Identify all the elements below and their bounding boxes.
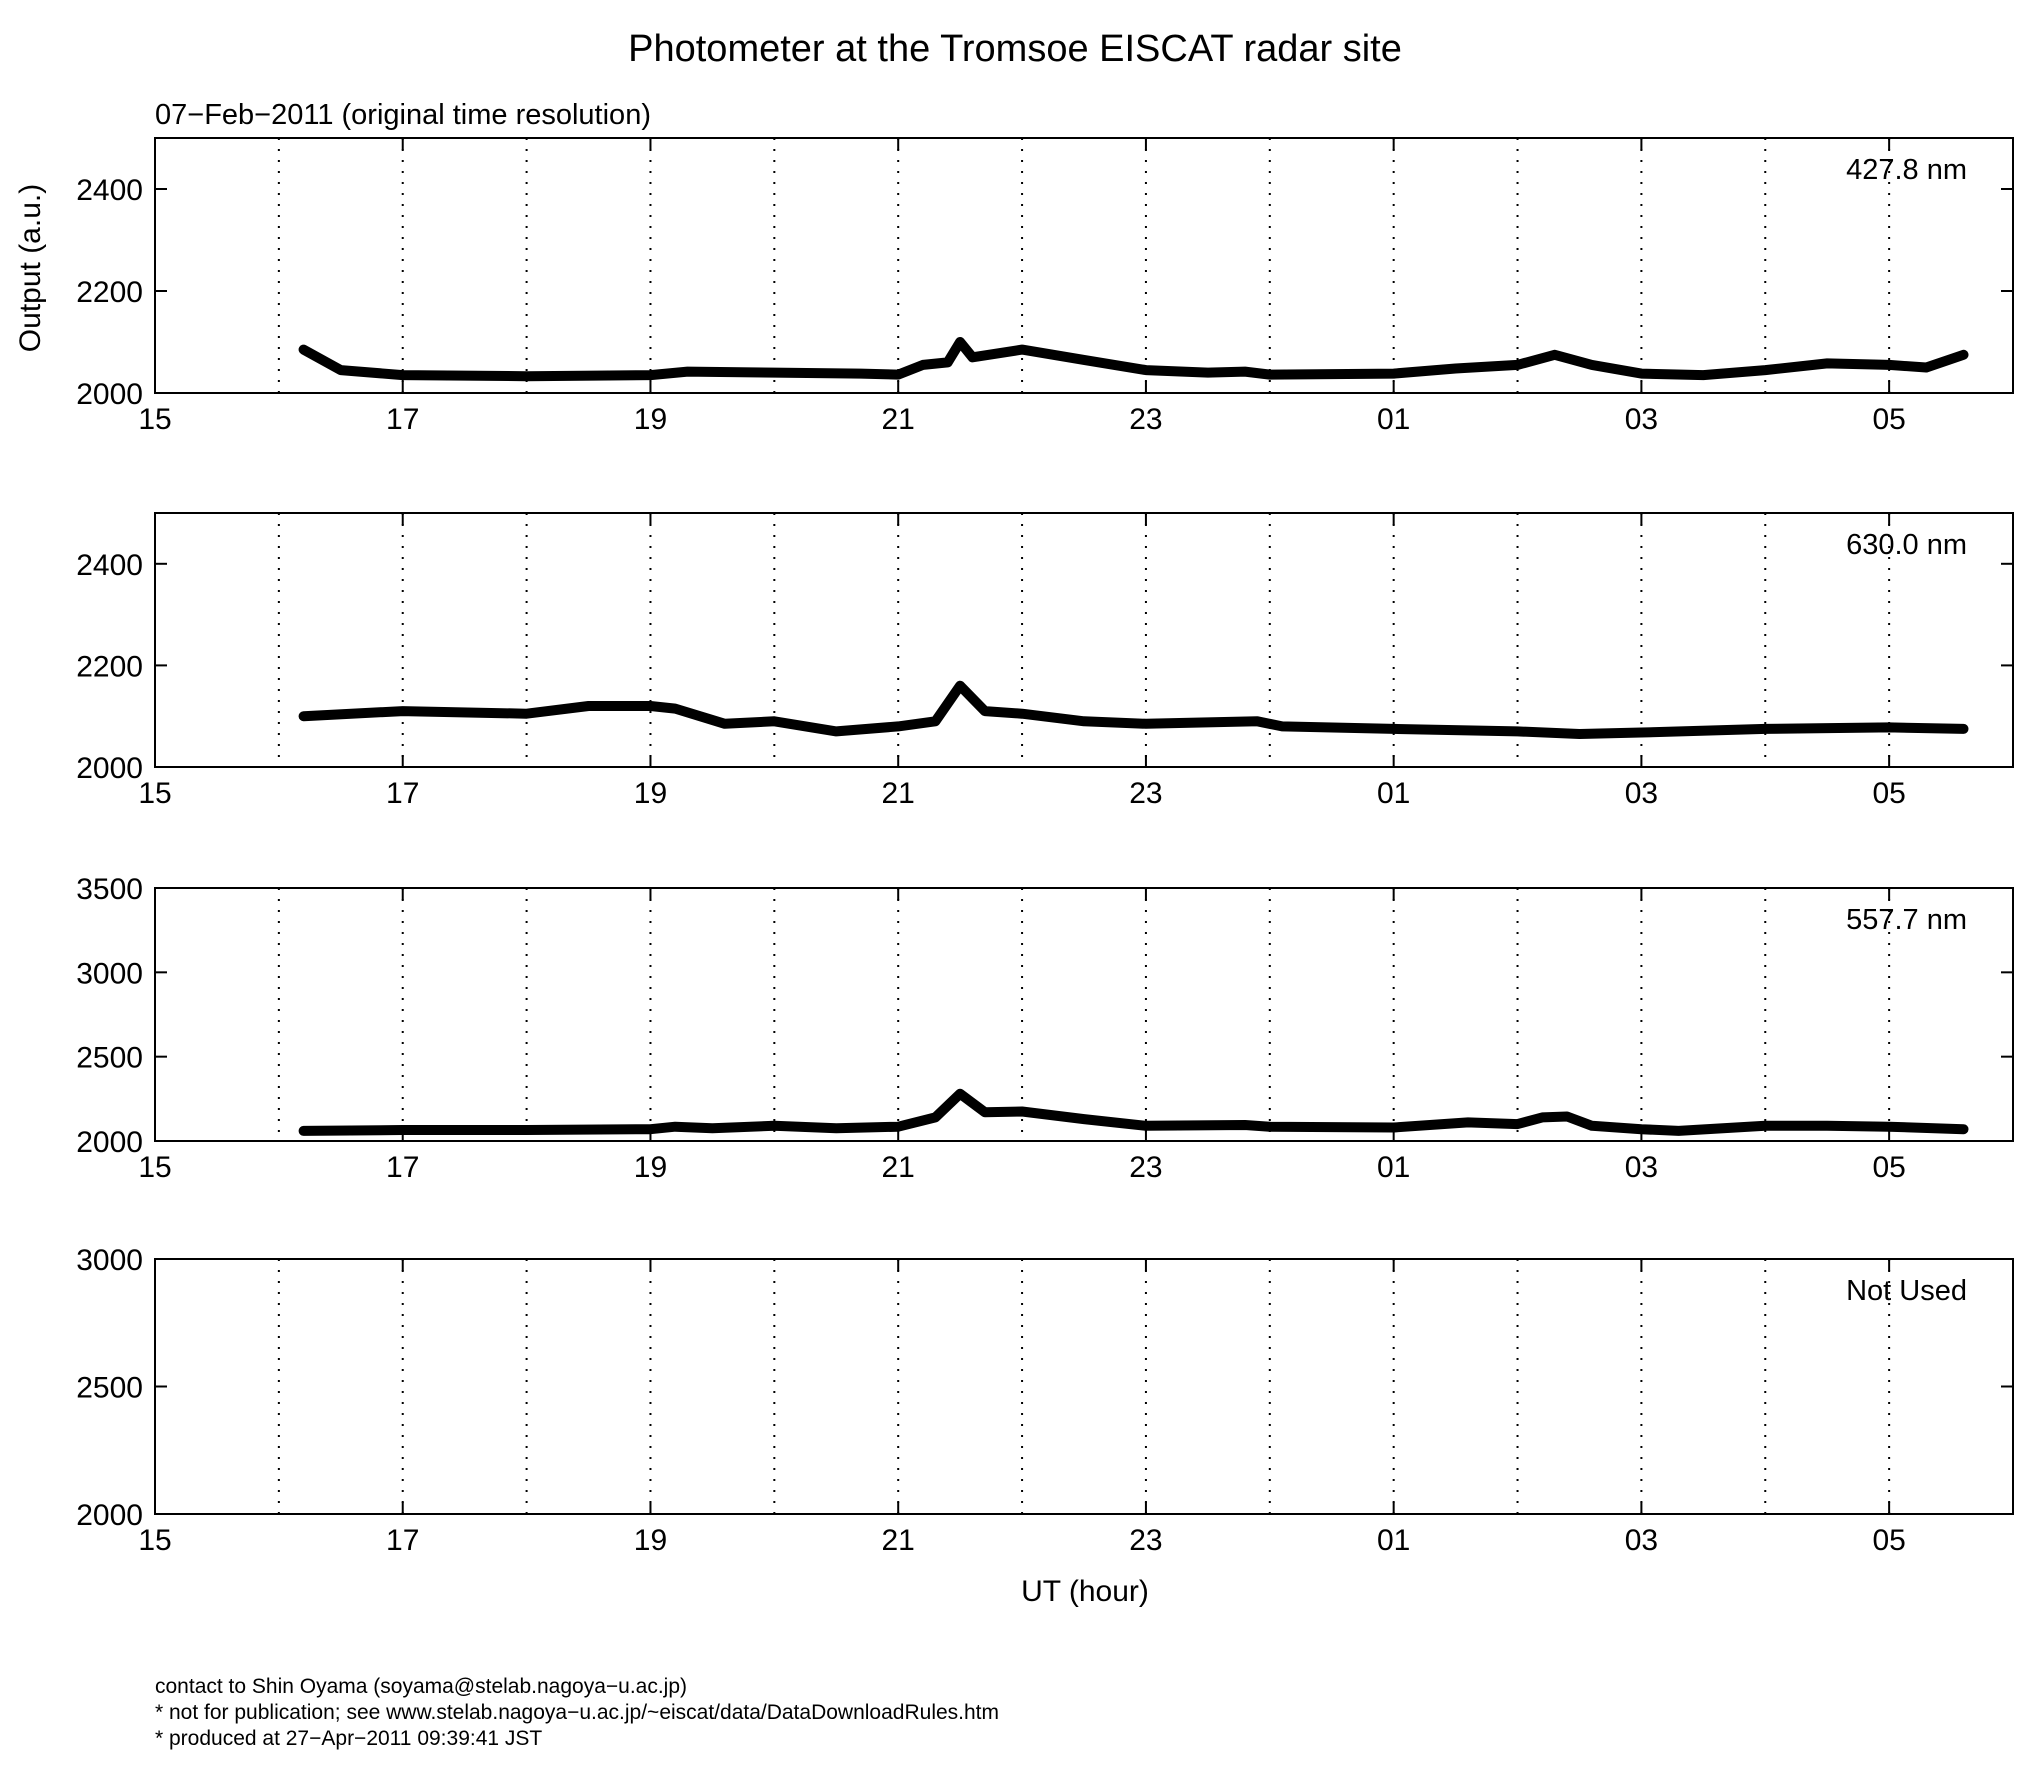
- x-tick-label: 03: [1625, 1151, 1658, 1184]
- y-tick-label: 2500: [76, 1372, 143, 1405]
- axes-box: [154, 137, 2014, 394]
- axes-box: [154, 512, 2014, 768]
- y-tick-label: 2200: [76, 650, 143, 683]
- x-tick-label: 15: [138, 777, 171, 810]
- axes-box: [154, 887, 2014, 1142]
- y-tick-label: 3000: [76, 957, 143, 990]
- figure-title: Photometer at the Tromsoe EISCAT radar s…: [628, 28, 1402, 70]
- y-tick-label: 2000: [76, 1499, 143, 1532]
- y-tick-label: 3500: [76, 873, 143, 906]
- panel-2: 15 17 19 21 23 01 03 05 2000 2200 2400 630.0 nm: [76, 512, 2014, 810]
- x-tick-label: 05: [1872, 1151, 1905, 1184]
- x-tick-label: 21: [882, 1524, 915, 1557]
- panel-label: 557.7 nm: [1846, 904, 1967, 936]
- x-tick-label: 19: [634, 1524, 667, 1557]
- x-tick-label: 19: [634, 777, 667, 810]
- footer-publication-note: * not for publication; see www.stelab.na…: [155, 1701, 999, 1724]
- series-line: [298, 1088, 1969, 1136]
- x-tick-label: 15: [138, 1151, 171, 1184]
- x-tick-label: 17: [386, 403, 419, 436]
- x-tick-label: 21: [882, 1151, 915, 1184]
- y-tick-label: 2200: [76, 276, 143, 309]
- x-tick-label: 23: [1129, 1151, 1162, 1184]
- footer: contact to Shin Oyama (soyama@stelab.nag…: [155, 1674, 999, 1752]
- x-tick-label: 23: [1129, 1524, 1162, 1557]
- x-tick-label: 15: [138, 1524, 171, 1557]
- y-axis-label: Output (a.u.): [14, 184, 47, 352]
- x-tick-label: 01: [1377, 777, 1410, 810]
- x-tick-label: 21: [882, 403, 915, 436]
- x-tick-label: 17: [386, 777, 419, 810]
- x-tick-label: 03: [1625, 403, 1658, 436]
- x-tick-label: 01: [1377, 1524, 1410, 1557]
- panels: 15 17 19 21 23 01 03 05 2000 2200 2400 427.8 nm 15 17…: [76, 137, 2014, 1557]
- panel-label: 427.8 nm: [1846, 154, 1967, 186]
- x-tick-label: 01: [1377, 403, 1410, 436]
- series-line: [298, 680, 1969, 739]
- y-tick-label: 2400: [76, 174, 143, 207]
- x-tick-label: 01: [1377, 1151, 1410, 1184]
- footer-contact: contact to Shin Oyama (soyama@stelab.nag…: [155, 1675, 688, 1698]
- series-line: [298, 337, 1969, 382]
- x-tick-label: 15: [138, 403, 171, 436]
- x-tick-label: 21: [882, 777, 915, 810]
- x-tick-label: 05: [1872, 403, 1905, 436]
- x-tick-label: 05: [1872, 777, 1905, 810]
- axes-box: [154, 1258, 2014, 1515]
- footer-produced-at: * produced at 27−Apr−2011 09:39:41 JST: [155, 1727, 543, 1750]
- y-tick-label: 2000: [76, 1126, 143, 1159]
- x-tick-label: 05: [1872, 1524, 1905, 1557]
- figure-subtitle: 07−Feb−2011 (original time resolution): [155, 99, 651, 131]
- y-tick-label: 2000: [76, 752, 143, 785]
- y-tick-label: 2000: [76, 378, 143, 411]
- x-axis-label: UT (hour): [1021, 1575, 1149, 1608]
- x-tick-label: 19: [634, 1151, 667, 1184]
- y-tick-label: 3000: [76, 1244, 143, 1277]
- panel-3: 15 17 19 21 23 01 03 05 2000 2500 3000 3500 557.7 nm: [76, 873, 2014, 1184]
- y-tick-label: 2400: [76, 549, 143, 582]
- panel-4: 15 17 19 21 23 01 03 05 2000 2500 3000 Not Used: [76, 1244, 2014, 1557]
- x-tick-label: 23: [1129, 403, 1162, 436]
- x-tick-label: 19: [634, 403, 667, 436]
- x-tick-label: 17: [386, 1151, 419, 1184]
- x-tick-label: 23: [1129, 777, 1162, 810]
- panel-1: 15 17 19 21 23 01 03 05 2000 2200 2400 427.8 nm: [76, 137, 2014, 436]
- x-tick-label: 17: [386, 1524, 419, 1557]
- panel-label: 630.0 nm: [1846, 529, 1967, 561]
- x-tick-label: 03: [1625, 777, 1658, 810]
- y-tick-label: 2500: [76, 1042, 143, 1075]
- panel-label: Not Used: [1846, 1275, 1967, 1307]
- x-tick-label: 03: [1625, 1524, 1658, 1557]
